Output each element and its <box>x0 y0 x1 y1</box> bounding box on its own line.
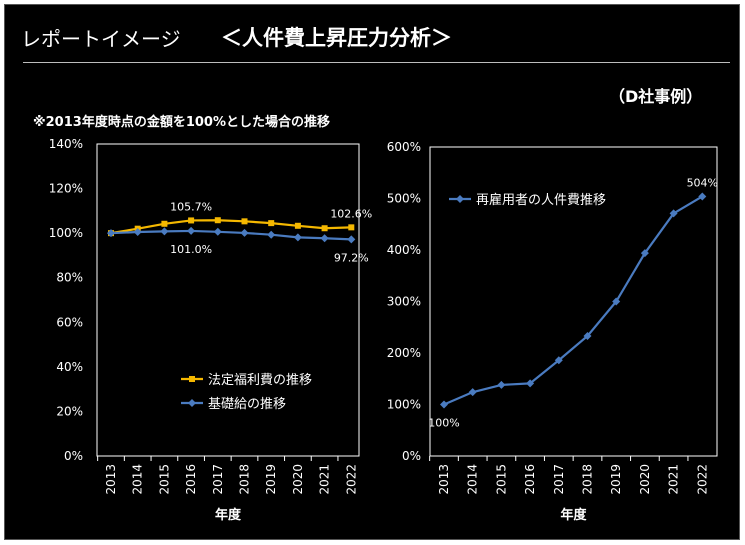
chart-benefits-vs-base-pay: 0% 20% 40% 60% 80% 100% 120% 140% 2013 2014 2015 20… <box>49 137 718 523</box>
chart-1-legend-label: 基礎給の推移 <box>208 397 286 412</box>
chart-1-plot-area <box>96 143 360 457</box>
chart-2-series-line-1 <box>443 195 703 406</box>
chart-2-y-tick-label: 500% <box>387 192 421 206</box>
chart-1-series-1-point <box>348 224 355 231</box>
chart-2-series-1-point <box>497 380 506 389</box>
chart-2-legend-label: 再雇用者の人件費推移 <box>476 192 606 208</box>
chart-1-series-2-point <box>347 235 356 244</box>
chart-2-x-tick-label: 2013 <box>437 464 451 495</box>
chart-2-y-tick-label: 0% <box>402 449 421 463</box>
chart-1-y-tick-label: 140% <box>49 137 83 151</box>
chart-1-series-2-point <box>213 227 222 236</box>
chart-1-data-label: 97.2% <box>334 251 369 264</box>
chart-1-series-2-point <box>107 229 115 238</box>
report-frame: レポートイメージ ＜人件費上昇圧力分析＞ （D社事例） ※2013年度時点の金額… <box>4 4 740 540</box>
chart-1-y-tick-label: 0% <box>64 449 83 463</box>
chart-2-y-tick-label: 400% <box>387 243 421 257</box>
chart-1-y-tick-label: 100% <box>49 226 83 240</box>
chart-1-legend-marker <box>188 399 196 407</box>
chart-1-series-2-point <box>133 228 142 237</box>
chart-2-x-tick-label: 2014 <box>466 464 480 495</box>
chart-1-series-1-point <box>321 225 328 232</box>
chart-1-data-label: 101.0% <box>170 243 212 256</box>
chart-1-series-1-point <box>241 218 248 225</box>
chart-1-series-1-point <box>161 220 168 227</box>
title-prefix: レポートイメージ <box>21 27 181 51</box>
chart-subtitle: ※2013年度時点の金額を100%とした場合の推移 <box>33 115 330 130</box>
chart-1-data-label: 102.6% <box>330 207 372 220</box>
chart-1-series-2-point <box>267 230 276 239</box>
chart-1-series-2-point <box>160 227 169 236</box>
chart-2-y-tick-label: 300% <box>387 295 421 309</box>
chart-1-x-tick-label: 2022 <box>344 464 358 495</box>
chart-2-y-tick-label: 200% <box>387 346 421 360</box>
chart-1-x-tick-label: 2016 <box>184 464 198 495</box>
chart-1-y-tick-label: 20% <box>56 404 83 418</box>
chart-1-x-tick-label: 2013 <box>104 464 118 495</box>
chart-1-series-2-point <box>240 228 249 237</box>
chart-1-x-tick-label: 2017 <box>211 464 225 495</box>
chart-2-series-1-point <box>468 388 477 397</box>
chart-2-x-tick-label: 2017 <box>552 464 566 495</box>
chart-1-series-1-point <box>188 217 195 224</box>
chart-1-legend-marker <box>189 376 195 382</box>
chart-1-data-label: 105.7% <box>170 200 212 213</box>
chart-1-series-1-point <box>214 217 221 224</box>
chart-1-series-2-point <box>320 234 329 243</box>
header-divider <box>23 62 730 63</box>
chart-2-series-1-point <box>583 332 592 341</box>
chart-2-y-tick-label: 600% <box>387 140 421 154</box>
chart-2-y-tick-label: 100% <box>387 398 421 412</box>
chart-2-x-tick-label: 2018 <box>581 464 595 495</box>
chart-2-legend-marker <box>456 195 464 203</box>
chart-2-x-tick-label: 2015 <box>494 464 508 495</box>
chart-2-series-1-point <box>612 297 621 306</box>
chart-1-x-tick-label: 2019 <box>264 464 278 495</box>
page-title: ＜人件費上昇圧力分析＞ <box>221 26 452 50</box>
chart-2-series-1-point <box>440 400 448 409</box>
chart-2-x-tick-label: 2019 <box>609 464 623 495</box>
chart-2-x-tick-label: 2022 <box>695 464 709 495</box>
chart-1-series-1-point <box>294 222 301 229</box>
chart-1-legend-label: 法定福利費の推移 <box>208 373 312 388</box>
chart-1-y-tick-label: 40% <box>56 360 83 374</box>
chart-2-series-1-point <box>554 356 563 365</box>
chart-2-series-1-point <box>669 209 678 218</box>
chart-1-x-tick-label: 2020 <box>291 464 305 495</box>
chart-1-series-line-2 <box>110 229 352 241</box>
chart-1-y-tick-label: 80% <box>56 271 83 285</box>
chart-1-x-tick-label: 2015 <box>157 464 171 495</box>
chart-2-data-label: 504% <box>687 176 718 189</box>
chart-1-y-tick-label: 60% <box>56 315 83 329</box>
case-label: （D社事例） <box>609 87 703 106</box>
chart-2-series-1-point <box>698 192 707 201</box>
chart-2-x-axis-title: 年度 <box>560 507 587 523</box>
chart-2-series-1-point <box>526 379 535 388</box>
chart-1-x-tick-label: 2014 <box>131 464 145 495</box>
chart-2-x-tick-label: 2020 <box>638 464 652 495</box>
chart-1-series-1-point <box>268 220 275 227</box>
chart-2-series-1-point <box>640 249 649 258</box>
chart-1-x-tick-label: 2021 <box>318 464 332 495</box>
chart-1-series-line-1 <box>110 219 352 235</box>
chart-2-x-tick-label: 2021 <box>667 464 681 495</box>
chart-1-y-tick-label: 120% <box>49 182 83 196</box>
chart-2-data-label: 100% <box>428 417 459 430</box>
chart-1-series-2-point <box>293 233 302 242</box>
chart-1-x-axis-title: 年度 <box>215 507 242 523</box>
chart-1-series-2-point <box>187 226 196 235</box>
chart-2-x-tick-label: 2016 <box>523 464 537 495</box>
chart-1-x-tick-label: 2018 <box>238 464 252 495</box>
